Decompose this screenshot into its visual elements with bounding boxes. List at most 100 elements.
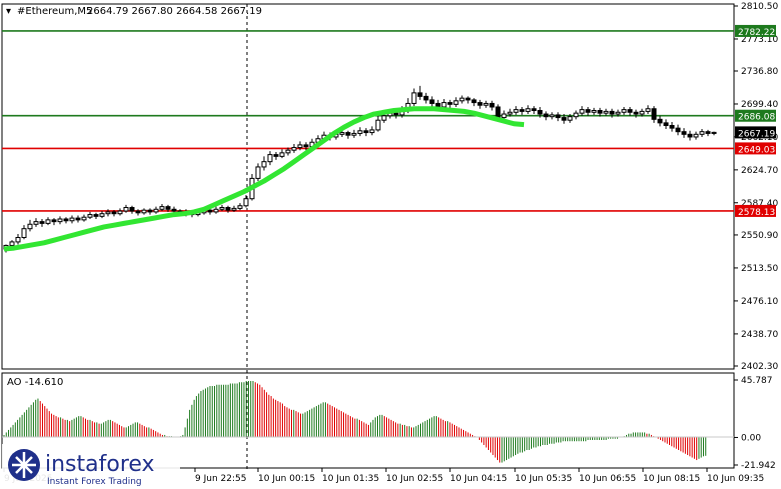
candle	[591, 107, 597, 115]
candle	[477, 99, 483, 109]
x-tick-label: 10 Jun 04:15	[450, 474, 507, 484]
candle	[159, 203, 165, 212]
candle	[645, 105, 651, 115]
x-tick-label: 10 Jun 08:15	[643, 474, 700, 484]
candle	[483, 100, 489, 108]
last-price-tag	[735, 126, 776, 139]
candle	[363, 128, 369, 137]
candle	[579, 106, 585, 116]
candle	[519, 106, 525, 115]
candle	[105, 209, 111, 217]
y-tick-label: 2513.50	[741, 264, 778, 274]
candle	[699, 129, 705, 137]
ao-tick-label: 45.787	[741, 376, 773, 386]
candle	[525, 105, 531, 115]
candle	[279, 149, 285, 159]
candle	[69, 215, 75, 224]
level-label-1: 2686.08	[738, 113, 775, 123]
ao-tick-label: -21.942	[741, 461, 776, 471]
candle	[459, 95, 465, 104]
candle	[39, 218, 45, 227]
x-tick-label: 10 Jun 02:55	[386, 474, 443, 484]
y-tick-label: 2624.70	[741, 166, 778, 176]
y-tick-label: 2476.10	[741, 297, 778, 307]
candle	[669, 121, 675, 132]
candle	[57, 216, 63, 225]
candle	[489, 100, 495, 111]
y-tick-label: 2699.40	[741, 100, 778, 110]
candle	[297, 141, 303, 151]
candle	[261, 156, 267, 171]
candle	[21, 225, 27, 240]
level-tag-0	[735, 24, 776, 37]
level-tag-1	[735, 109, 776, 122]
candle	[255, 163, 261, 182]
candle	[357, 127, 363, 137]
level-label-0: 2782.22	[738, 28, 775, 38]
y-tick-label: 2402.30	[741, 362, 778, 372]
candle	[45, 217, 51, 226]
candle	[651, 106, 657, 123]
candle	[81, 214, 87, 222]
ao-tick-label: 0.00	[741, 433, 761, 443]
x-tick-label: 10 Jun 00:15	[258, 474, 315, 484]
candle	[423, 92, 429, 104]
candle	[687, 130, 693, 141]
candle	[639, 108, 645, 117]
candle	[555, 112, 561, 122]
candle	[285, 147, 291, 156]
candle	[87, 211, 93, 219]
candle	[273, 151, 279, 160]
candle	[33, 218, 39, 227]
y-tick-label: 2810.50	[741, 2, 778, 12]
candle	[675, 124, 681, 136]
y-tick-label: 2550.90	[741, 231, 778, 241]
candle	[417, 85, 423, 100]
candle	[429, 96, 435, 107]
candle	[219, 204, 225, 212]
candle	[465, 96, 471, 104]
candle	[453, 97, 459, 107]
y-tick-label: 2587.40	[741, 199, 778, 209]
x-tick-label: 10 Jun 09:35	[707, 474, 764, 484]
candle	[369, 126, 375, 136]
candle	[243, 195, 249, 208]
x-tick-label: 10 Jun 01:35	[322, 474, 379, 484]
candle	[513, 106, 519, 115]
level-tag-3	[735, 204, 776, 217]
candle	[99, 211, 105, 219]
candle	[531, 106, 537, 115]
candle	[93, 212, 99, 219]
candle	[603, 108, 609, 116]
candle	[351, 129, 357, 138]
candle	[549, 112, 555, 120]
candle	[129, 205, 135, 214]
candle	[375, 115, 381, 132]
chart-symbol-dropdown-icon[interactable]: ▾	[6, 6, 11, 17]
candle	[291, 144, 297, 153]
candle	[231, 205, 237, 212]
candle	[585, 106, 591, 116]
chart-symbol: #Ethereum,M5	[17, 6, 92, 17]
candle	[627, 106, 633, 116]
candle	[123, 204, 129, 213]
candle	[705, 129, 711, 137]
candle	[15, 233, 21, 245]
last-price-label: 2667.19	[738, 129, 775, 139]
candle	[573, 110, 579, 120]
candle	[135, 209, 141, 216]
candle	[111, 210, 117, 217]
candle	[411, 88, 417, 107]
candle	[75, 215, 81, 223]
candle	[507, 108, 513, 117]
candle	[213, 206, 219, 214]
ohlc-values: 2664.79 2667.80 2664.58 2667.19	[87, 6, 262, 17]
candle	[657, 115, 663, 127]
candle	[51, 218, 57, 226]
candle	[117, 208, 123, 216]
moving-average-line	[3, 106, 525, 252]
candle	[267, 151, 273, 166]
candle	[615, 109, 621, 117]
y-tick-label: 2736.80	[741, 67, 778, 77]
